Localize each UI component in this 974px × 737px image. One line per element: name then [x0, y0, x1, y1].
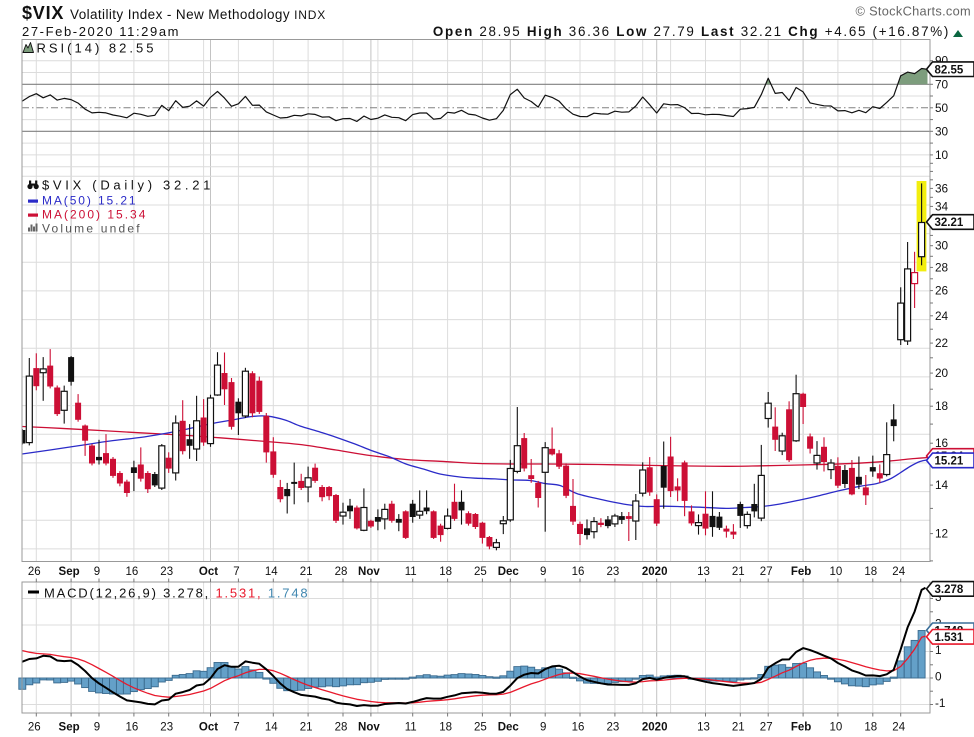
- svg-text:12: 12: [935, 527, 948, 541]
- svg-text:23: 23: [160, 722, 173, 734]
- svg-text:MA(200) 15.34: MA(200) 15.34: [42, 208, 147, 222]
- svg-text:Oct: Oct: [199, 566, 218, 578]
- svg-text:Dec: Dec: [498, 722, 520, 734]
- svg-text:© StockCharts.com: © StockCharts.com: [855, 4, 971, 19]
- svg-text:Nov: Nov: [358, 722, 380, 734]
- svg-text:70: 70: [935, 77, 949, 91]
- svg-text:Dec: Dec: [498, 566, 520, 578]
- svg-text:0: 0: [935, 670, 942, 684]
- svg-text:32.21: 32.21: [935, 217, 964, 229]
- svg-text:2020: 2020: [642, 566, 668, 578]
- svg-text:28: 28: [935, 260, 949, 274]
- svg-text:9: 9: [94, 722, 100, 734]
- svg-text:24: 24: [892, 722, 905, 734]
- svg-text:23: 23: [607, 722, 620, 734]
- svg-text:10: 10: [830, 566, 843, 578]
- svg-text:14: 14: [265, 566, 278, 578]
- svg-text:50: 50: [935, 101, 949, 115]
- svg-text:Nov: Nov: [358, 566, 380, 578]
- svg-text:7: 7: [233, 566, 239, 578]
- svg-text:MA(50) 15.21: MA(50) 15.21: [42, 194, 138, 208]
- svg-text:14: 14: [935, 478, 949, 492]
- svg-text:25: 25: [474, 722, 487, 734]
- svg-text:23: 23: [160, 566, 173, 578]
- svg-text:Feb: Feb: [791, 722, 811, 734]
- svg-text:-1: -1: [935, 696, 946, 710]
- svg-text:Sep: Sep: [59, 566, 80, 578]
- svg-text:1: 1: [935, 643, 942, 657]
- svg-text:28: 28: [335, 566, 348, 578]
- svg-text:MACD(12,26,9) 3.278, 1.531, 1.: MACD(12,26,9) 3.278, 1.531, 1.748: [44, 586, 309, 601]
- svg-text:2020: 2020: [642, 722, 668, 734]
- svg-text:3.278: 3.278: [935, 584, 964, 596]
- svg-text:9: 9: [540, 566, 546, 578]
- svg-text:27-Feb-2020 11:29am: 27-Feb-2020 11:29am: [22, 24, 180, 39]
- svg-text:RSI(14) 82.55: RSI(14) 82.55: [37, 41, 157, 56]
- svg-text:36: 36: [935, 181, 949, 195]
- svg-text:18: 18: [439, 722, 452, 734]
- svg-text:15.21: 15.21: [935, 456, 964, 468]
- svg-text:24: 24: [892, 566, 905, 578]
- svg-text:26: 26: [28, 566, 41, 578]
- svg-text:Open 28.95 High 36.36 Low 27: Open 28.95 High 36.36 Low 27.79 Last 32.…: [433, 24, 950, 39]
- svg-text:27: 27: [760, 722, 773, 734]
- svg-text:11: 11: [405, 722, 417, 734]
- svg-text:18: 18: [864, 566, 877, 578]
- svg-text:16: 16: [572, 722, 585, 734]
- svg-text:20: 20: [935, 366, 949, 380]
- svg-text:34: 34: [935, 199, 949, 213]
- svg-text:25: 25: [474, 566, 487, 578]
- svg-text:82.55: 82.55: [935, 64, 964, 76]
- svg-text:23: 23: [607, 566, 620, 578]
- svg-text:22: 22: [935, 336, 948, 350]
- svg-text:$VIX Volatility Index - New Me: $VIX Volatility Index - New Methodology …: [22, 3, 326, 23]
- svg-text:24: 24: [935, 309, 949, 323]
- svg-text:11: 11: [405, 566, 417, 578]
- svg-text:16: 16: [572, 566, 585, 578]
- svg-text:7: 7: [233, 722, 239, 734]
- svg-text:21: 21: [300, 566, 313, 578]
- svg-text:18: 18: [935, 399, 949, 413]
- svg-text:16: 16: [126, 722, 139, 734]
- svg-text:Sep: Sep: [59, 722, 80, 734]
- svg-text:1.531: 1.531: [935, 632, 964, 644]
- svg-text:16: 16: [126, 566, 139, 578]
- svg-text:Feb: Feb: [791, 566, 811, 578]
- svg-text:10: 10: [830, 722, 843, 734]
- svg-text:30: 30: [935, 239, 949, 253]
- svg-text:13: 13: [697, 566, 710, 578]
- svg-text:Oct: Oct: [199, 722, 218, 734]
- svg-text:18: 18: [439, 566, 452, 578]
- svg-text:28: 28: [335, 722, 348, 734]
- svg-text:18: 18: [864, 722, 877, 734]
- svg-text:16: 16: [935, 436, 949, 450]
- svg-text:30: 30: [935, 124, 949, 138]
- svg-text:9: 9: [540, 722, 546, 734]
- svg-text:27: 27: [760, 566, 773, 578]
- svg-text:10: 10: [935, 148, 949, 162]
- svg-text:13: 13: [697, 722, 710, 734]
- svg-text:21: 21: [732, 722, 745, 734]
- svg-text:Volume undef: Volume undef: [42, 222, 142, 236]
- svg-text:26: 26: [28, 722, 41, 734]
- svg-text:9: 9: [94, 566, 100, 578]
- svg-text:14: 14: [265, 722, 278, 734]
- svg-text:21: 21: [300, 722, 313, 734]
- svg-text:26: 26: [935, 284, 949, 298]
- svg-text:21: 21: [732, 566, 745, 578]
- svg-text:$VIX (Daily) 32.21: $VIX (Daily) 32.21: [42, 178, 214, 193]
